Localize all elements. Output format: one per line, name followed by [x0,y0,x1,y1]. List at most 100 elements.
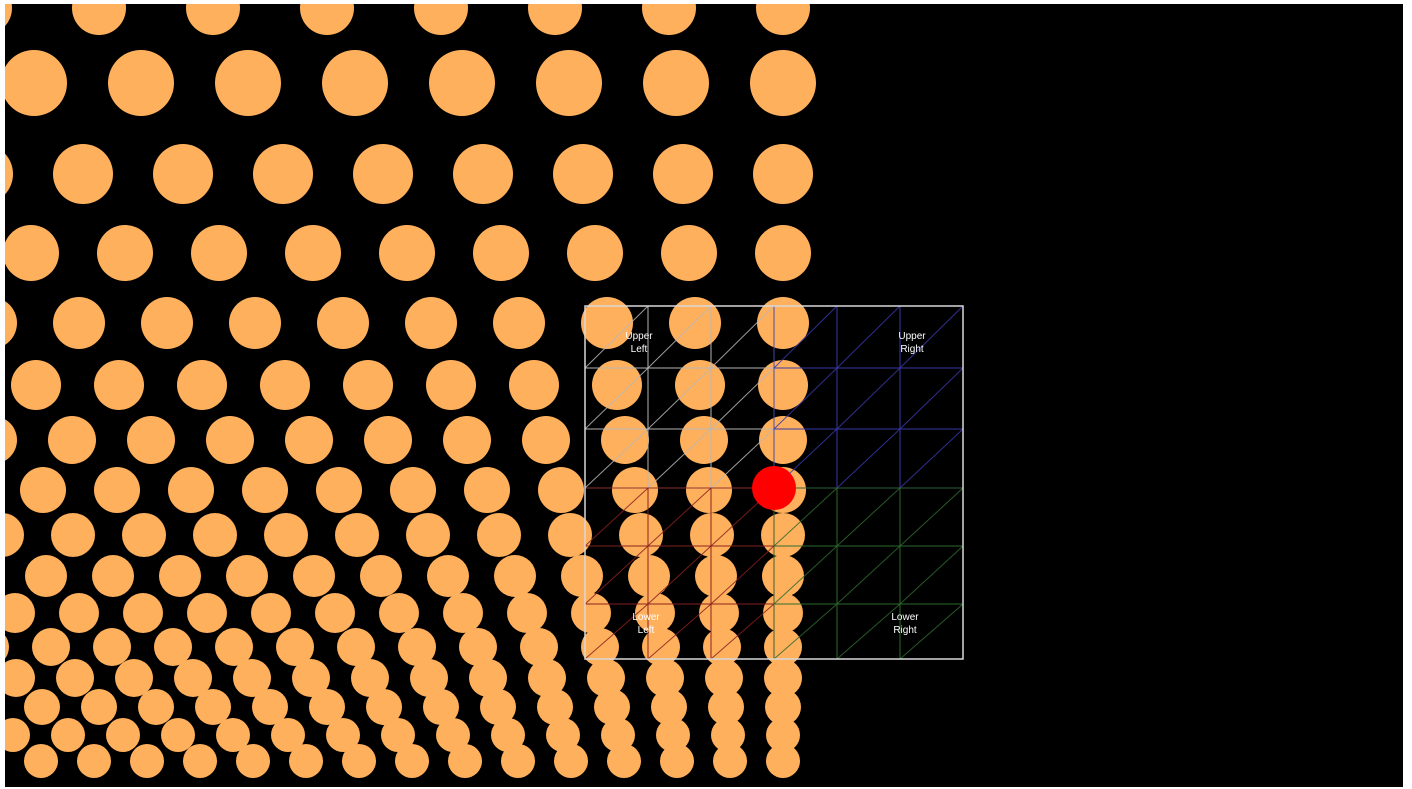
dot [93,628,131,666]
dot [337,628,375,666]
dot [528,4,582,35]
dot [766,718,800,752]
grid-diagonal [899,305,964,369]
grid-diagonal [899,428,964,489]
grid-diagonal [584,367,649,430]
dot [520,628,558,666]
dot [379,593,419,633]
dot [48,416,96,464]
dot [612,467,658,513]
dot [753,144,813,204]
dot [690,513,734,557]
dot [229,297,281,349]
dot [183,744,217,778]
dot [24,689,60,725]
dot [366,689,402,725]
dot [459,628,497,666]
dot [94,467,140,513]
dot [141,297,193,349]
dot [53,297,105,349]
dot [761,513,805,557]
grid-diagonal [584,603,649,660]
grid-diagonal [899,367,964,430]
highlight-dot [752,466,796,510]
dot [25,555,67,597]
dot [651,689,687,725]
dot [464,467,510,513]
dot [695,555,737,597]
grid-frame [584,305,964,660]
dot [756,4,810,35]
dot [561,555,603,597]
dot [758,360,808,410]
dot [507,593,547,633]
dot [477,513,521,557]
grid-diagonal [710,428,775,489]
dot [187,593,227,633]
dot [226,555,268,597]
dot [72,4,126,35]
dot [5,659,35,697]
highlight-layer [752,466,796,510]
dot [5,718,30,752]
grid-diagonal [836,305,901,369]
grid-diagonal [584,487,649,547]
dot [395,744,429,778]
dot [548,513,592,557]
dot [206,416,254,464]
dot [766,744,800,778]
label-upper-right: Upper Right [882,330,942,356]
quadrant-grid [584,305,964,660]
dot [322,50,388,116]
grid-diagonal [647,603,712,660]
grid-diagonal [773,487,838,547]
dot [127,416,175,464]
grid-diagonal [584,305,649,369]
dot [426,360,476,410]
dot [123,593,163,633]
grid-diagonal [647,428,712,489]
dot [703,628,741,666]
dot [108,50,174,116]
dot [5,153,13,195]
dot [764,659,802,697]
dot [379,225,435,281]
grid-diagonal [584,428,649,489]
dot [32,628,70,666]
dot [252,689,288,725]
dot [448,744,482,778]
dot [300,4,354,35]
dot [271,718,305,752]
dot [587,659,625,697]
dot [619,513,663,557]
dot [292,659,330,697]
dot [186,4,240,35]
dot [351,659,389,697]
dot [522,416,570,464]
dot [473,225,529,281]
dot [443,416,491,464]
dot [661,225,717,281]
label-lower-left-line2: Left [637,625,655,636]
dot [5,225,59,281]
dot [762,555,804,597]
dot [364,416,412,464]
dot [159,555,201,597]
grid-diagonal [710,603,775,660]
dot [493,297,545,349]
dot [708,689,744,725]
dot [353,144,413,204]
dot [494,555,536,597]
scene-canvas[interactable] [5,4,1403,787]
label-upper-right-line1: Upper [898,331,926,342]
dot [51,718,85,752]
dot [436,718,470,752]
render-viewport[interactable]: Upper Left Upper Right Lower Left Lower … [5,4,1403,787]
dot [537,689,573,725]
dot [656,718,690,752]
dot [607,744,641,778]
dot [5,4,12,27]
dot [251,593,291,633]
dot [56,659,94,697]
dot [77,744,111,778]
